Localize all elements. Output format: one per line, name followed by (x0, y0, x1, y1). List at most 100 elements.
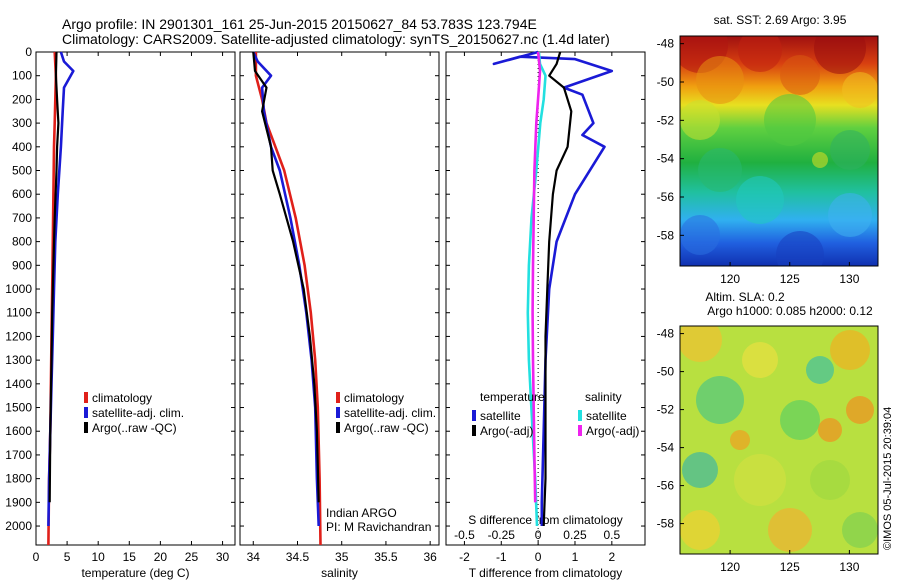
y-tick-label: 1500 (5, 401, 32, 415)
y-tick-label: 2000 (5, 519, 32, 533)
title-line-2: Climatology: CARS2009. Satellite-adjuste… (62, 31, 610, 47)
x-tick-label: 35.5 (374, 550, 398, 564)
sla-blob (830, 330, 870, 370)
x-axis-label: T difference from climatology (469, 566, 623, 580)
sla-blob (730, 430, 750, 450)
y-tick-label: 1400 (5, 377, 32, 391)
series-line-difference (526, 51, 547, 527)
sla-blob (680, 510, 720, 550)
sst-blob (736, 176, 784, 224)
sla-map-texture (680, 326, 878, 552)
x-tick-label: 20 (154, 550, 168, 564)
y-tick-label: 1800 (5, 472, 32, 486)
sla-map-subtitle: Argo h1000: 0.085 h2000: 0.12 (707, 304, 873, 318)
x-axis-label: salinity (321, 566, 358, 580)
y-tick-label: 1300 (5, 353, 32, 367)
series-line-temperature (48, 51, 60, 503)
sla-blob (768, 508, 812, 552)
sst-blob (814, 36, 866, 74)
x-tick-label: 2 (608, 550, 615, 564)
y-tick-label: 1100 (6, 306, 32, 320)
title-line-1: Argo profile: IN 2901301_161 25-Jun-2015… (62, 16, 537, 32)
y-tick-label: 800 (12, 235, 32, 249)
series-line-salinity (252, 51, 320, 503)
legend-label: Argo(..raw -QC) (344, 421, 429, 435)
sst-blob (776, 231, 824, 266)
sla-blob (818, 418, 842, 442)
sst-blob (830, 130, 870, 170)
x-tick-label: 30 (216, 550, 230, 564)
sst-blob (812, 152, 828, 168)
map-y-tick-label: -48 (657, 37, 675, 51)
y-tick-label: 500 (12, 164, 32, 178)
y-tick-label: 1900 (5, 495, 32, 509)
x-tick-label: 34 (247, 550, 261, 564)
legend-heading: temperature (480, 390, 545, 404)
map-x-tick-label: 120 (720, 272, 740, 286)
legend-label: satellite (586, 409, 627, 423)
sst-blob (696, 56, 744, 104)
sla-map-frame (679, 325, 879, 555)
y-tick-label: 1600 (5, 424, 32, 438)
map-y-tick-label: -50 (657, 365, 675, 379)
sst-map-title: sat. SST: 2.69 Argo: 3.95 (714, 13, 847, 27)
series-line-difference (531, 51, 542, 503)
map-y-tick-label: -52 (657, 403, 675, 417)
s-tick-label: 0 (535, 528, 542, 542)
sla-blob (806, 356, 834, 384)
sla-blob (742, 342, 778, 378)
x-tick-label: 35 (335, 550, 349, 564)
map-x-tick-label: 125 (780, 272, 800, 286)
x-tick-label: 15 (123, 550, 137, 564)
sst-blob (680, 215, 720, 255)
y-tick-label: 1700 (5, 448, 32, 462)
map-y-tick-label: -52 (657, 113, 675, 127)
x-tick-label: 36 (423, 550, 437, 564)
legend-heading: salinity (585, 390, 622, 404)
legend-label: Argo(-adj) (480, 424, 533, 438)
sst-blob (780, 55, 820, 95)
map-x-tick-label: 120 (720, 560, 740, 574)
legend-label: Argo(-adj) (586, 424, 639, 438)
annotation-text: PI: M Ravichandran (326, 520, 431, 534)
sla-blob (680, 326, 722, 362)
s-tick-label: 0.25 (563, 528, 587, 542)
sla-blob (846, 396, 874, 424)
plot-frame-salinity (239, 51, 440, 546)
map-y-tick-label: -54 (657, 441, 675, 455)
map-x-tick-label: 125 (780, 560, 800, 574)
map-y-tick-label: -54 (657, 152, 675, 166)
legend-label: satellite-adj. clim. (344, 406, 436, 420)
plot-frame-temperature (35, 51, 236, 546)
x-tick-label: 5 (64, 550, 71, 564)
y-tick-label: 700 (12, 211, 32, 225)
map-y-tick-label: -56 (657, 479, 675, 493)
y-tick-label: 400 (12, 140, 32, 154)
y-tick-label: 900 (12, 258, 32, 272)
map-y-tick-label: -48 (657, 327, 675, 341)
map-x-tick-label: 130 (839, 272, 859, 286)
sst-blob (842, 72, 878, 108)
sst-blob (738, 36, 782, 72)
sla-blob (810, 460, 850, 500)
x-tick-label: 1 (572, 550, 579, 564)
y-tick-label: 1000 (5, 282, 32, 296)
y-tick-label: 0 (25, 45, 32, 59)
s-tick-label: -0.5 (454, 528, 475, 542)
legend-label: Argo(..raw -QC) (92, 421, 177, 435)
s-tick-label: -0.25 (488, 528, 516, 542)
sla-blob (780, 400, 820, 440)
annotation-text: Indian ARGO (326, 506, 397, 520)
credit-text: ©IMOS 05-Jul-2015 20:39:04 (882, 407, 894, 550)
legend-label: climatology (344, 391, 404, 405)
legend-label: climatology (92, 391, 152, 405)
map-y-tick-label: -58 (657, 228, 675, 242)
x-tick-label: 10 (92, 550, 106, 564)
sst-blob (680, 100, 720, 140)
map-y-tick-label: -58 (657, 517, 675, 531)
series-line-difference (542, 51, 573, 527)
y-tick-label: 200 (12, 92, 32, 106)
sla-blob (682, 452, 718, 488)
x-tick-label: 34.5 (286, 550, 310, 564)
